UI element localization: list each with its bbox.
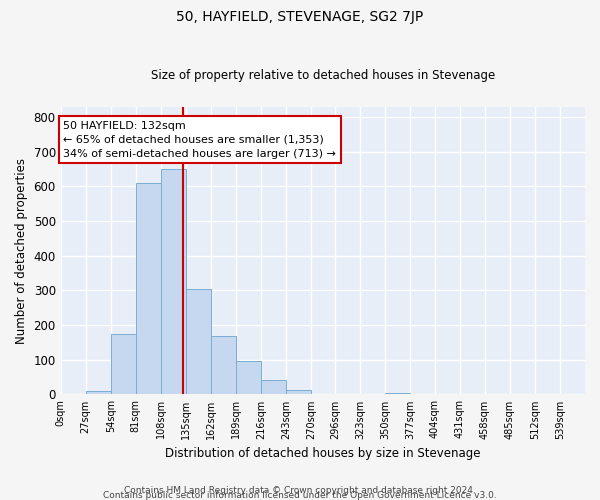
Bar (211, 336, 236, 394)
Bar (261, 380, 286, 394)
Bar (385, 392, 410, 394)
Text: 50, HAYFIELD, STEVENAGE, SG2 7JP: 50, HAYFIELD, STEVENAGE, SG2 7JP (176, 10, 424, 24)
Bar (236, 361, 261, 394)
Text: Contains HM Land Registry data © Crown copyright and database right 2024.: Contains HM Land Registry data © Crown c… (124, 486, 476, 495)
Bar (186, 288, 211, 395)
X-axis label: Distribution of detached houses by size in Stevenage: Distribution of detached houses by size … (165, 447, 481, 460)
Bar (86, 391, 110, 394)
Y-axis label: Number of detached properties: Number of detached properties (15, 158, 28, 344)
Bar (136, 183, 161, 394)
Title: Size of property relative to detached houses in Stevenage: Size of property relative to detached ho… (151, 69, 495, 82)
Text: Contains public sector information licensed under the Open Government Licence v3: Contains public sector information licen… (103, 491, 497, 500)
Bar (286, 390, 311, 394)
Text: 50 HAYFIELD: 132sqm
← 65% of detached houses are smaller (1,353)
34% of semi-det: 50 HAYFIELD: 132sqm ← 65% of detached ho… (64, 120, 337, 158)
Bar (161, 169, 186, 394)
Bar (110, 334, 136, 394)
